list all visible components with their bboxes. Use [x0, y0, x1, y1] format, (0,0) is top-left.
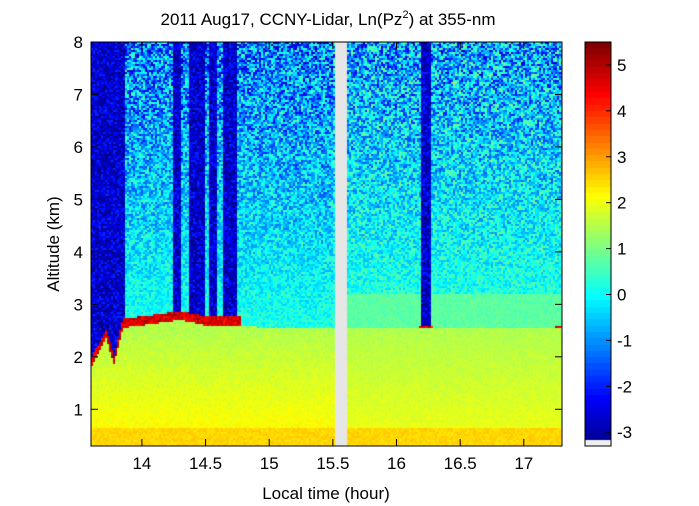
x-tick-label: 14.5	[189, 454, 222, 473]
y-tick-label: 8	[74, 33, 83, 52]
y-tick-label: 2	[74, 348, 83, 367]
colorbar-tick-label: 3	[617, 148, 626, 167]
colorbar-tick-label: -2	[617, 377, 632, 396]
x-tick-label: 15	[260, 454, 279, 473]
y-tick-label: 3	[74, 295, 83, 314]
colorbar-ticks: 5 4 3 2 1 0 -1 -2 -3	[606, 56, 632, 442]
colorbar-image	[585, 42, 611, 446]
x-axis-label: Local time (hour)	[262, 484, 390, 503]
colorbar-tick-label: 2	[617, 194, 626, 213]
y-axis-label: Altitude (km)	[44, 196, 63, 291]
x-tick-label: 16.5	[444, 454, 477, 473]
colorbar-tick-label: -1	[617, 331, 632, 350]
colorbar-tick-label: 5	[617, 56, 626, 75]
colorbar-frame	[584, 41, 612, 447]
y-tick-label: 4	[74, 243, 83, 262]
y-tick-label: 6	[74, 138, 83, 157]
heatmap-image	[91, 42, 562, 446]
colorbar-tick-label: 0	[617, 286, 626, 305]
x-tick-label: 14	[132, 454, 151, 473]
y-tick-label: 7	[74, 85, 83, 104]
x-tick-label: 17	[514, 454, 533, 473]
chart-title: 2011 Aug17, CCNY-Lidar, Ln(Pz2) at 355-n…	[161, 9, 496, 29]
y-axis-ticks: 1 2 3 4 5 6 7 8	[74, 33, 562, 419]
y-tick-label: 5	[74, 190, 83, 209]
x-tick-label: 16	[387, 454, 406, 473]
x-tick-label: 15.5	[316, 454, 349, 473]
colorbar-tick-label: 4	[617, 102, 626, 121]
plot-frame	[90, 41, 563, 447]
y-tick-label: 1	[74, 400, 83, 419]
colorbar-tick-label: -3	[617, 423, 632, 442]
colorbar-tick-label: 1	[617, 240, 626, 259]
x-axis-ticks: 14 14.5 15 15.5 16 16.5 17	[132, 42, 533, 473]
